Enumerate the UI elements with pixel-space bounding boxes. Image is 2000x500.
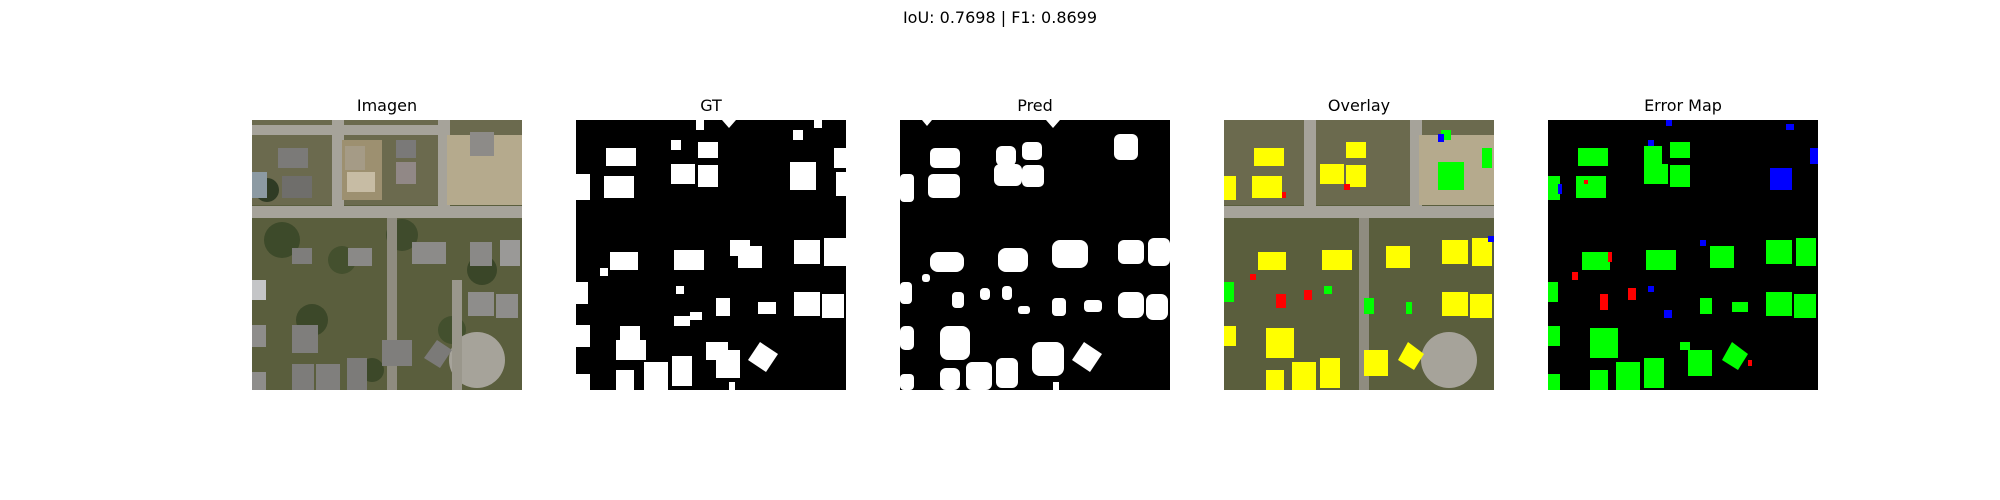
overlay-image <box>1224 120 1494 390</box>
pred-mask <box>900 120 1170 390</box>
panel-title-pred: Pred <box>1017 96 1053 115</box>
panel-title-error-map: Error Map <box>1644 96 1722 115</box>
panel-title-gt: GT <box>700 96 722 115</box>
panel-title-overlay: Overlay <box>1327 96 1391 115</box>
aerial-image <box>252 120 522 390</box>
panel-title-imagen: Imagen <box>356 96 418 115</box>
figure-suptitle: IoU: 0.7698 | F1: 0.8699 <box>902 8 1098 27</box>
gt-mask <box>576 120 846 390</box>
error-map <box>1548 120 1818 390</box>
